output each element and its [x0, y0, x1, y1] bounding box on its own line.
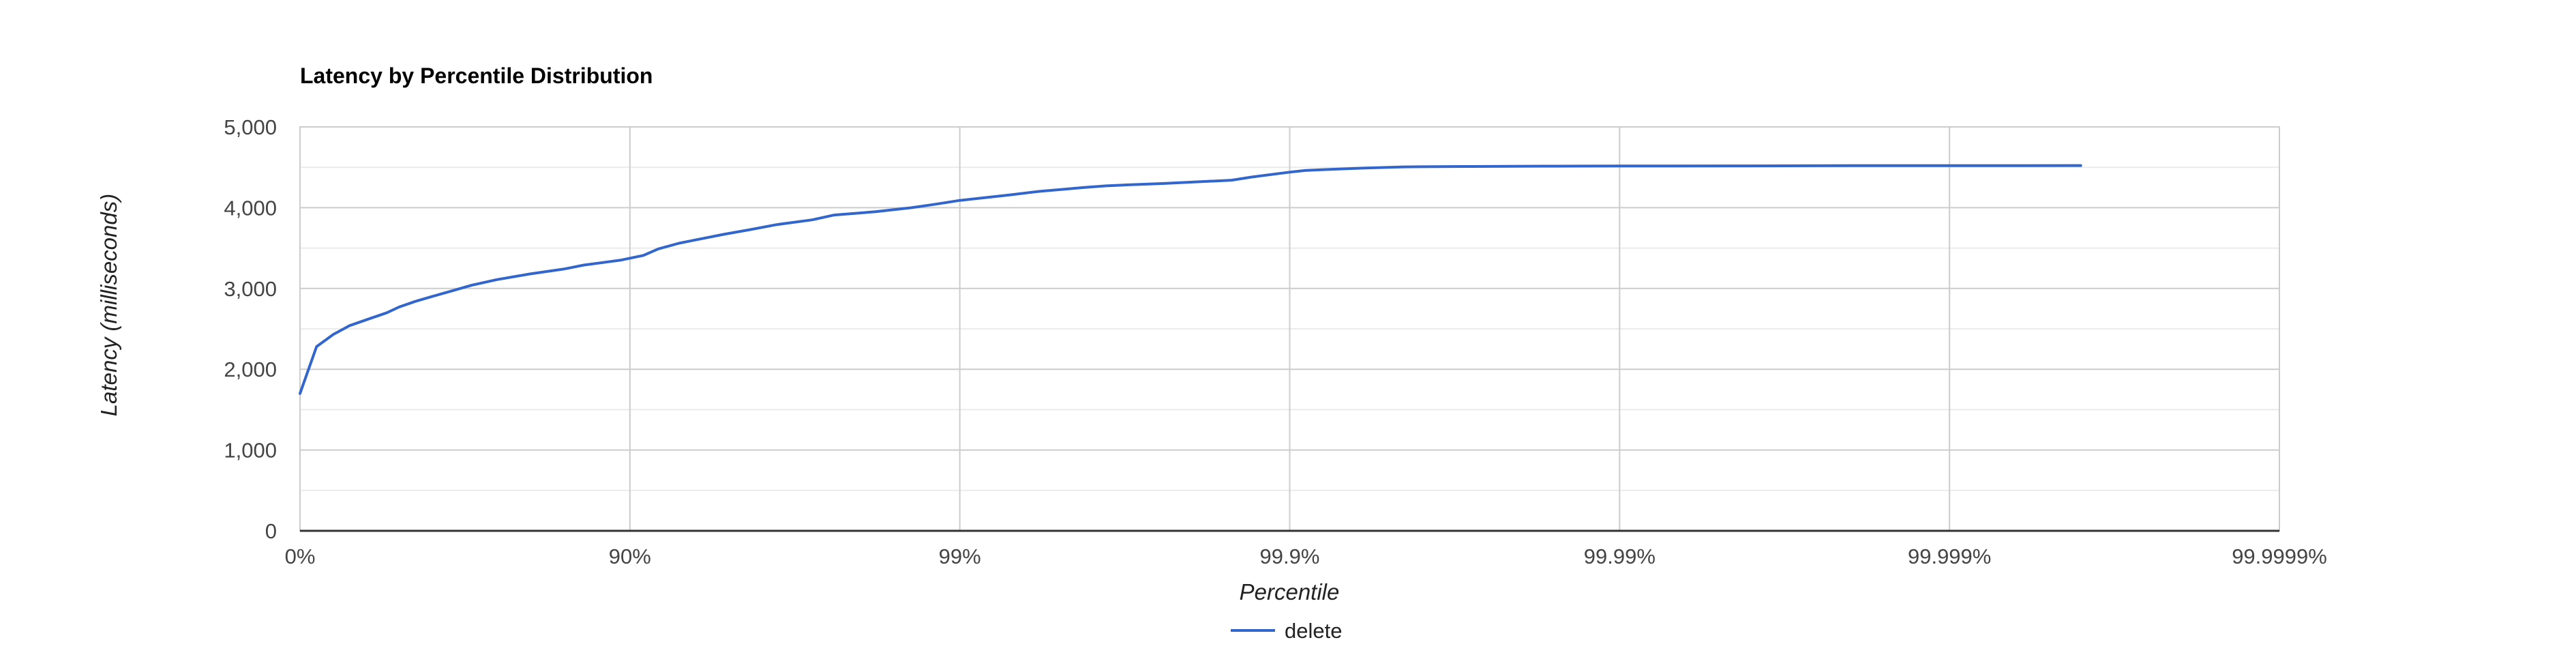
- y-tick-labels: 0 1,000 2,000 3,000 4,000 5,000: [224, 115, 277, 543]
- legend-label-delete: delete: [1285, 619, 1342, 643]
- chart-title: Latency by Percentile Distribution: [300, 63, 653, 88]
- y-axis-title: Latency (milliseconds): [96, 194, 121, 416]
- x-tick-label: 90%: [609, 544, 651, 568]
- x-tick-label: 99.99%: [1584, 544, 1656, 568]
- x-tick-labels: 0% 90% 99% 99.9% 99.99% 99.999% 99.9999%: [285, 544, 2327, 568]
- x-tick-label: 0%: [285, 544, 316, 568]
- x-axis-title: Percentile: [1240, 579, 1340, 605]
- y-tick-label: 1,000: [224, 439, 277, 463]
- series-line-delete: [299, 164, 2082, 395]
- legend: delete: [1231, 619, 1342, 643]
- series-layer: [299, 164, 2082, 395]
- y-tick-label: 4,000: [224, 196, 277, 220]
- x-tick-label: 99.9%: [1260, 544, 1320, 568]
- y-tick-label: 0: [265, 519, 277, 543]
- x-tick-label: 99%: [939, 544, 981, 568]
- x-tick-label: 99.999%: [1908, 544, 1991, 568]
- y-tick-label: 5,000: [224, 115, 277, 139]
- y-tick-label: 3,000: [224, 277, 277, 301]
- x-tick-label: 99.9999%: [2232, 544, 2327, 568]
- y-tick-label: 2,000: [224, 358, 277, 381]
